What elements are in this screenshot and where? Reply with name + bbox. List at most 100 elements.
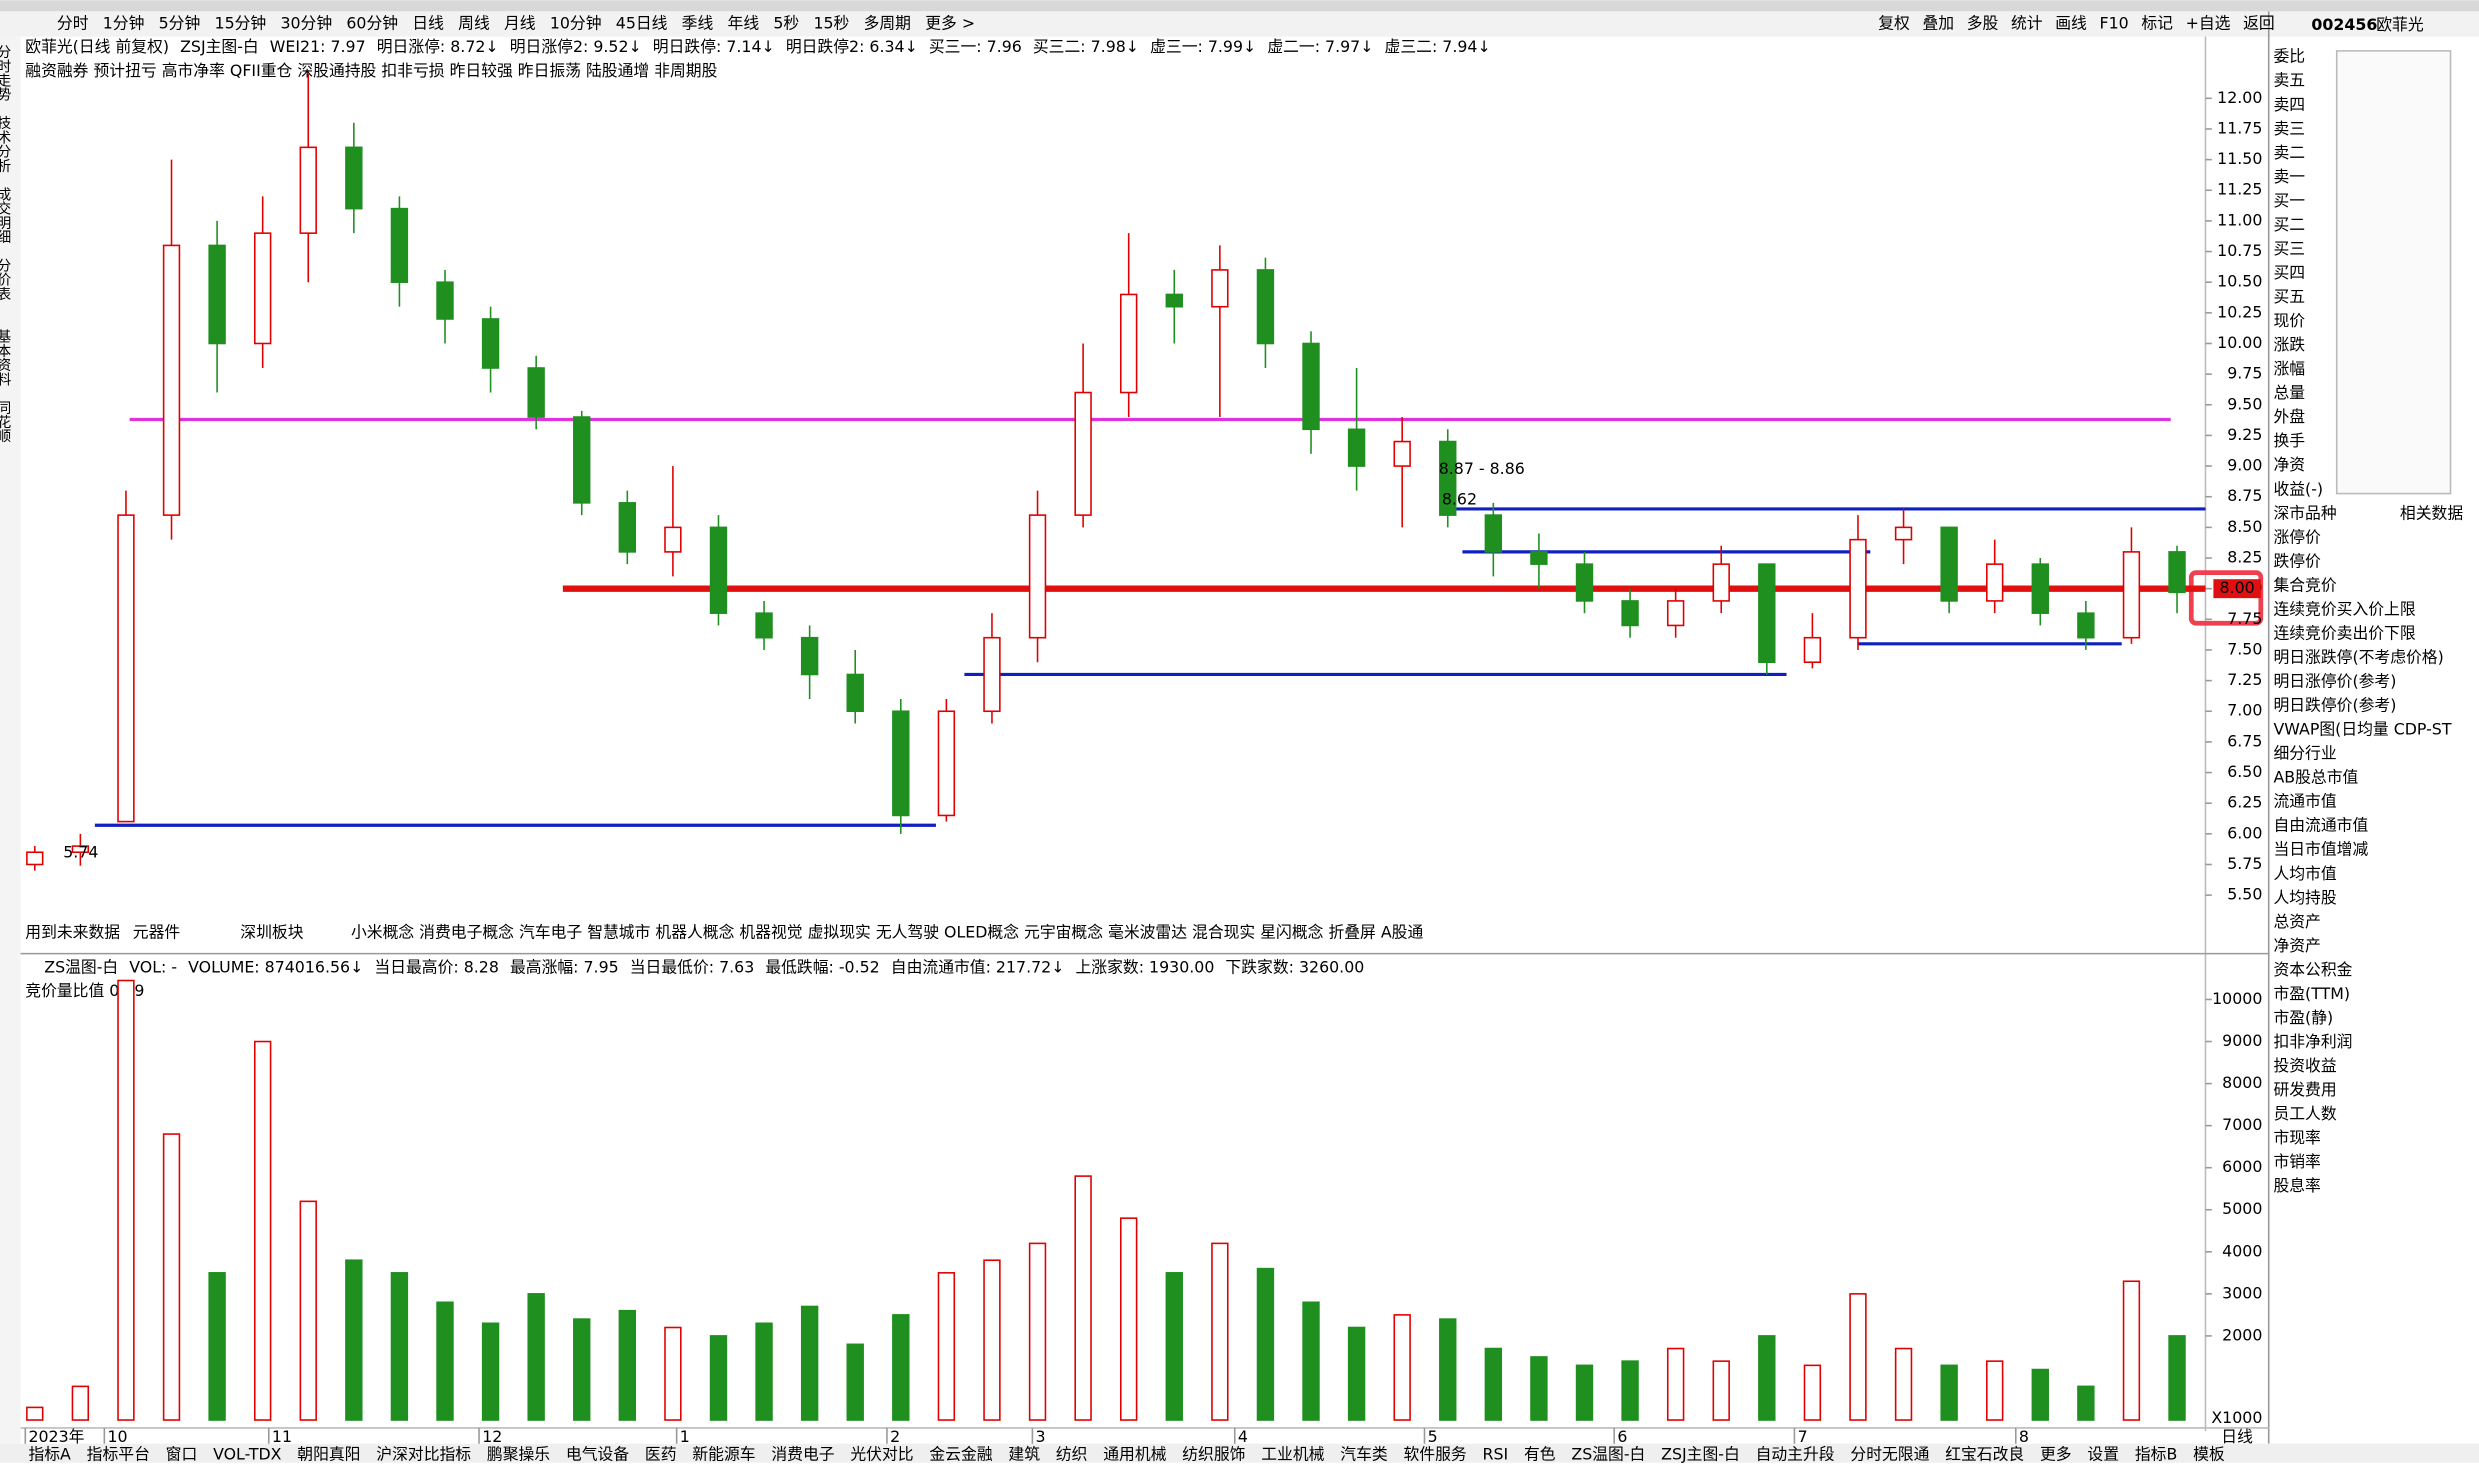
indicator-tab[interactable]: 红宝石改良 (1945, 1444, 2024, 1463)
quote-field: 买三 (2273, 239, 2305, 258)
volume-indicator: 下跌家数: 3260.00 (1225, 957, 1364, 976)
period-tab[interactable]: 1分钟 (103, 14, 145, 33)
indicator-tab[interactable]: 消费电子 (771, 1444, 834, 1463)
side-tab[interactable]: 同花顺 (0, 400, 11, 443)
quote-field: 卖三 (2273, 119, 2305, 138)
tool-button[interactable]: 统计 (2011, 14, 2043, 33)
quote-field: 研发费用 (2273, 1080, 2336, 1099)
period-tab[interactable]: 5秒 (773, 14, 799, 33)
period-tab[interactable]: 45日线 (616, 14, 668, 33)
tool-button[interactable]: 画线 (2055, 14, 2087, 33)
period-tab[interactable]: 月线 (504, 14, 536, 33)
period-tab[interactable]: 5分钟 (159, 14, 201, 33)
candle-body (208, 244, 226, 345)
indicator-value: 明日涨停: 8.72↓ (377, 37, 499, 56)
indicator-tab[interactable]: 自动主升段 (1756, 1444, 1835, 1463)
indicator-tab[interactable]: 更多 (2040, 1444, 2072, 1463)
indicator-tab[interactable]: 纺织服饰 (1182, 1444, 1245, 1463)
volume-bar (618, 1309, 637, 1421)
side-tab[interactable]: 技术分析 (0, 115, 11, 173)
candle-body (1074, 391, 1092, 516)
volume-bar (71, 1385, 90, 1421)
volume-bar (937, 1272, 956, 1421)
candle-body (299, 146, 317, 234)
tool-button[interactable]: 复权 (1878, 14, 1910, 33)
indicator-tab[interactable]: 医药 (645, 1444, 677, 1463)
indicator-tab[interactable]: VOL-TDX (213, 1444, 282, 1463)
x-tick-label: 2 (890, 1427, 900, 1446)
volume-bar (1575, 1364, 1594, 1421)
volume-bar (1666, 1347, 1685, 1421)
candle-body (527, 367, 545, 418)
concept-tag: 深圳板块 (240, 923, 303, 942)
side-tab[interactable]: 分价表 (0, 258, 11, 301)
concept-tag: 元器件 (133, 923, 181, 942)
tool-button[interactable]: 叠加 (1922, 14, 1954, 33)
period-tab[interactable]: 15秒 (813, 14, 849, 33)
side-tab[interactable]: 基本资料 (0, 329, 11, 387)
side-tab[interactable]: 分时走势 (0, 44, 11, 103)
period-tab[interactable]: 更多 > (925, 14, 975, 33)
period-tab[interactable]: 多周期 (864, 14, 911, 33)
indicator-tab[interactable]: 模板 (2193, 1444, 2225, 1463)
period-tab[interactable]: 10分钟 (550, 14, 602, 33)
indicator-tab[interactable]: ZS温图-白 (1571, 1444, 1645, 1463)
volume-bar (1302, 1301, 1320, 1421)
concept-tag: 小米概念 消费电子概念 汽车电子 智慧城市 机器人概念 机器视觉 虚拟现实 无人… (351, 923, 1424, 942)
indicator-tab[interactable]: 朝阳真阳 (297, 1444, 360, 1463)
indicator-tab[interactable]: 设置 (2087, 1444, 2119, 1463)
indicator-tab[interactable]: 金云金融 (929, 1444, 992, 1463)
related-data: 相关数据 (2400, 503, 2463, 522)
indicator-tab[interactable]: 有色 (1524, 1444, 1556, 1463)
quote-field: 收益(-) (2273, 479, 2323, 498)
side-tab[interactable]: 成交明细 (0, 186, 11, 244)
indicator-tab[interactable]: 通用机械 (1103, 1444, 1166, 1463)
quote-field: 现价 (2273, 311, 2305, 330)
indicator-tab[interactable]: 窗口 (166, 1444, 198, 1463)
y-tick-label: 6.75 (2227, 731, 2262, 750)
tool-button[interactable]: 标记 (2141, 14, 2173, 33)
period-tab[interactable]: 60分钟 (346, 14, 398, 33)
tool-button[interactable]: 多股 (1967, 14, 1999, 33)
indicator-tab[interactable]: 沪深对比指标 (376, 1444, 471, 1463)
period-tab[interactable]: 周线 (458, 14, 490, 33)
indicator-tab[interactable]: 新能源车 (692, 1444, 755, 1463)
indicator-tab[interactable]: 软件服务 (1404, 1444, 1467, 1463)
tool-button[interactable]: 返回 (2243, 14, 2275, 33)
indicator-tab[interactable]: 光伏对比 (850, 1444, 913, 1463)
y-tick-label: 12.00 (2217, 88, 2262, 107)
volume-bar (162, 1133, 181, 1421)
y-tick-label: 7.50 (2227, 639, 2262, 658)
period-tab[interactable]: 15分钟 (215, 14, 267, 33)
current-price-label: 8.00 (2220, 578, 2255, 597)
period-tab[interactable]: 分时 (57, 14, 89, 33)
x-tick-label: 5 (1428, 1427, 1438, 1446)
indicator-tab[interactable]: ZSJ主图-白 (1661, 1444, 1740, 1463)
indicator-tab[interactable]: 指标平台 (87, 1444, 150, 1463)
indicator-tab[interactable]: 电气设备 (566, 1444, 629, 1463)
indicator-tab[interactable]: 指标A (28, 1444, 71, 1463)
indicator-tab[interactable]: 纺织 (1056, 1444, 1088, 1463)
indicator-tab[interactable]: 汽车类 (1340, 1444, 1388, 1463)
indicator-tab[interactable]: 工业机械 (1261, 1444, 1324, 1463)
period-tab[interactable]: 年线 (728, 14, 760, 33)
tool-button[interactable]: +自选 (2186, 14, 2231, 33)
title-bar (0, 0, 2479, 12)
volume-bar (1165, 1272, 1183, 1421)
y-tick-label: 11.00 (2217, 210, 2262, 229)
tool-button[interactable]: F10 (2100, 14, 2129, 33)
indicator-tab[interactable]: 鹏聚操乐 (487, 1444, 550, 1463)
indicator-tab[interactable]: 指标B (2135, 1444, 2177, 1463)
indicator-tab[interactable]: 建筑 (1008, 1444, 1040, 1463)
indicator-tab[interactable]: RSI (1483, 1444, 1509, 1463)
volume-bar (1530, 1356, 1548, 1421)
indicator-tab[interactable]: 分时无限通 (1850, 1444, 1929, 1463)
candle-body (1393, 440, 1411, 467)
x-tick-label: 2023年 (28, 1427, 84, 1446)
period-tab[interactable]: 30分钟 (280, 14, 332, 33)
volume-bar (208, 1272, 226, 1421)
period-tab[interactable]: 日线 (412, 14, 444, 33)
period-tab[interactable]: 季线 (682, 14, 714, 33)
